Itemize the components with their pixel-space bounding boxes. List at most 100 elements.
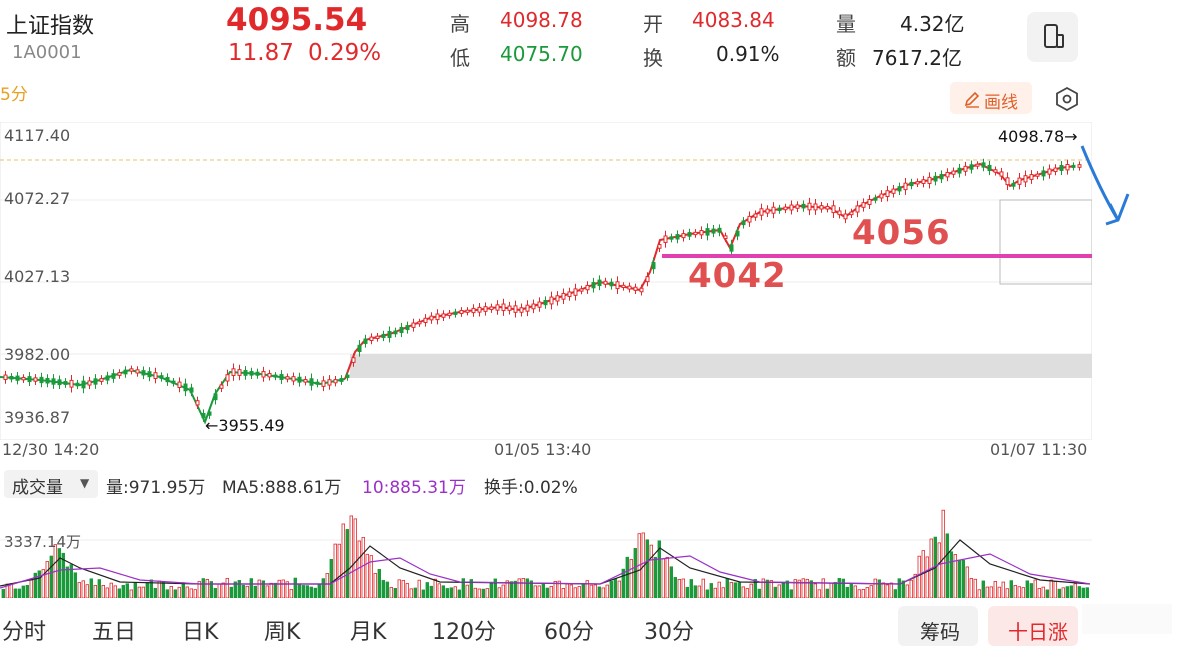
candle (693, 231, 698, 236)
candle (1065, 163, 1070, 171)
volume-label: 量 (836, 12, 856, 36)
indicator-dropdown-label: 成交量 (12, 478, 63, 498)
draw-line-button[interactable] (950, 82, 1032, 114)
tab-30min[interactable]: 30分 (644, 620, 694, 645)
volume-bar (273, 582, 277, 598)
volume-bar (537, 585, 541, 598)
chip-distribution-button[interactable] (898, 606, 978, 646)
period-indicator[interactable]: 5分 (0, 85, 28, 105)
tab-60min[interactable]: 60分 (544, 620, 594, 645)
candle (903, 182, 908, 191)
tab-five-day[interactable]: 五日 (92, 620, 137, 645)
volume-bar (701, 578, 705, 598)
tab-monthly-k[interactable]: 月K (350, 620, 387, 645)
volume-bar (705, 589, 709, 598)
volume-bar (145, 581, 149, 598)
volume-bar (925, 556, 929, 598)
tab-weekly-k[interactable]: 周K (264, 620, 301, 645)
volume-bar (349, 515, 353, 598)
candlestick-chart[interactable] (0, 122, 1092, 440)
candle (507, 305, 512, 311)
candle (411, 322, 416, 328)
settings-hex-icon (1056, 86, 1078, 112)
watermark-overlay (1082, 604, 1172, 634)
candle (69, 379, 74, 388)
tab-intraday[interactable]: 分时 (2, 620, 47, 645)
candle (675, 234, 680, 240)
candle (567, 291, 572, 297)
volume-bar (529, 580, 533, 598)
volume-bar (689, 579, 693, 598)
open-label: 开 (643, 12, 663, 36)
tab-120min[interactable]: 120分 (432, 620, 496, 645)
candle (441, 313, 446, 318)
candle (417, 321, 422, 325)
candle (627, 285, 632, 290)
volume-bar (377, 568, 381, 598)
candle (153, 372, 158, 379)
candle (477, 306, 482, 313)
candle (165, 376, 170, 383)
candle (837, 210, 842, 216)
volume-bar (685, 586, 689, 598)
volume-bar (89, 578, 93, 598)
candle (951, 170, 956, 175)
landscape-toggle-button[interactable] (1027, 12, 1078, 62)
candle-series (3, 158, 1082, 422)
volume-bar (449, 587, 453, 598)
volume-bar (85, 584, 89, 598)
chart-settings-button[interactable] (1052, 84, 1082, 114)
time-tick: 01/05 13:40 (494, 440, 592, 459)
candle (45, 378, 50, 384)
candle (543, 299, 548, 306)
gap-zone (350, 354, 1092, 378)
candle (489, 306, 494, 311)
candle (453, 311, 458, 315)
volume-bar (593, 584, 597, 598)
candle (93, 378, 98, 385)
candle (1017, 177, 1022, 185)
volume-bar (773, 586, 777, 598)
volume-bar (821, 578, 825, 598)
candle (405, 325, 410, 331)
candle (639, 287, 644, 293)
volume-bar (961, 559, 965, 598)
volume-chart[interactable] (0, 498, 1092, 598)
volume-bar (393, 587, 397, 598)
ten-day-button[interactable] (988, 606, 1078, 646)
amount-value: 7617.2亿 (872, 46, 962, 70)
price-tick: 3936.87 (4, 408, 71, 427)
volume-bar (737, 582, 741, 598)
candle (393, 330, 398, 335)
volume-bar (169, 586, 173, 598)
volume-bar (1041, 586, 1045, 598)
volume-bar (109, 582, 113, 598)
volume-bar (1053, 581, 1057, 598)
candle (261, 371, 266, 378)
volume-bar (621, 568, 625, 598)
candle (285, 376, 290, 380)
volume-bar (237, 580, 241, 598)
volume-bar (105, 587, 109, 598)
candle (381, 333, 386, 338)
candle (831, 205, 836, 214)
price-tick: 3982.00 (4, 345, 71, 364)
volume-bar (185, 586, 189, 598)
volume-bar (989, 586, 993, 598)
tab-daily-k[interactable]: 日K (182, 620, 219, 645)
candle (963, 165, 968, 172)
volume-bar (397, 579, 401, 598)
low-marker: ←3955.49 (205, 416, 285, 435)
indicator-dropdown[interactable] (4, 470, 98, 498)
volume-bar (733, 582, 737, 598)
volume-bar (681, 578, 685, 598)
volume-bar (497, 587, 501, 598)
volume-bar (369, 555, 373, 598)
candle (183, 383, 188, 392)
volume-bar (905, 584, 909, 598)
volume-bar (297, 583, 301, 598)
volume-bar (189, 588, 193, 598)
high-value: 4098.78 (500, 8, 583, 32)
pencil-icon (964, 91, 980, 108)
candle (123, 369, 128, 375)
